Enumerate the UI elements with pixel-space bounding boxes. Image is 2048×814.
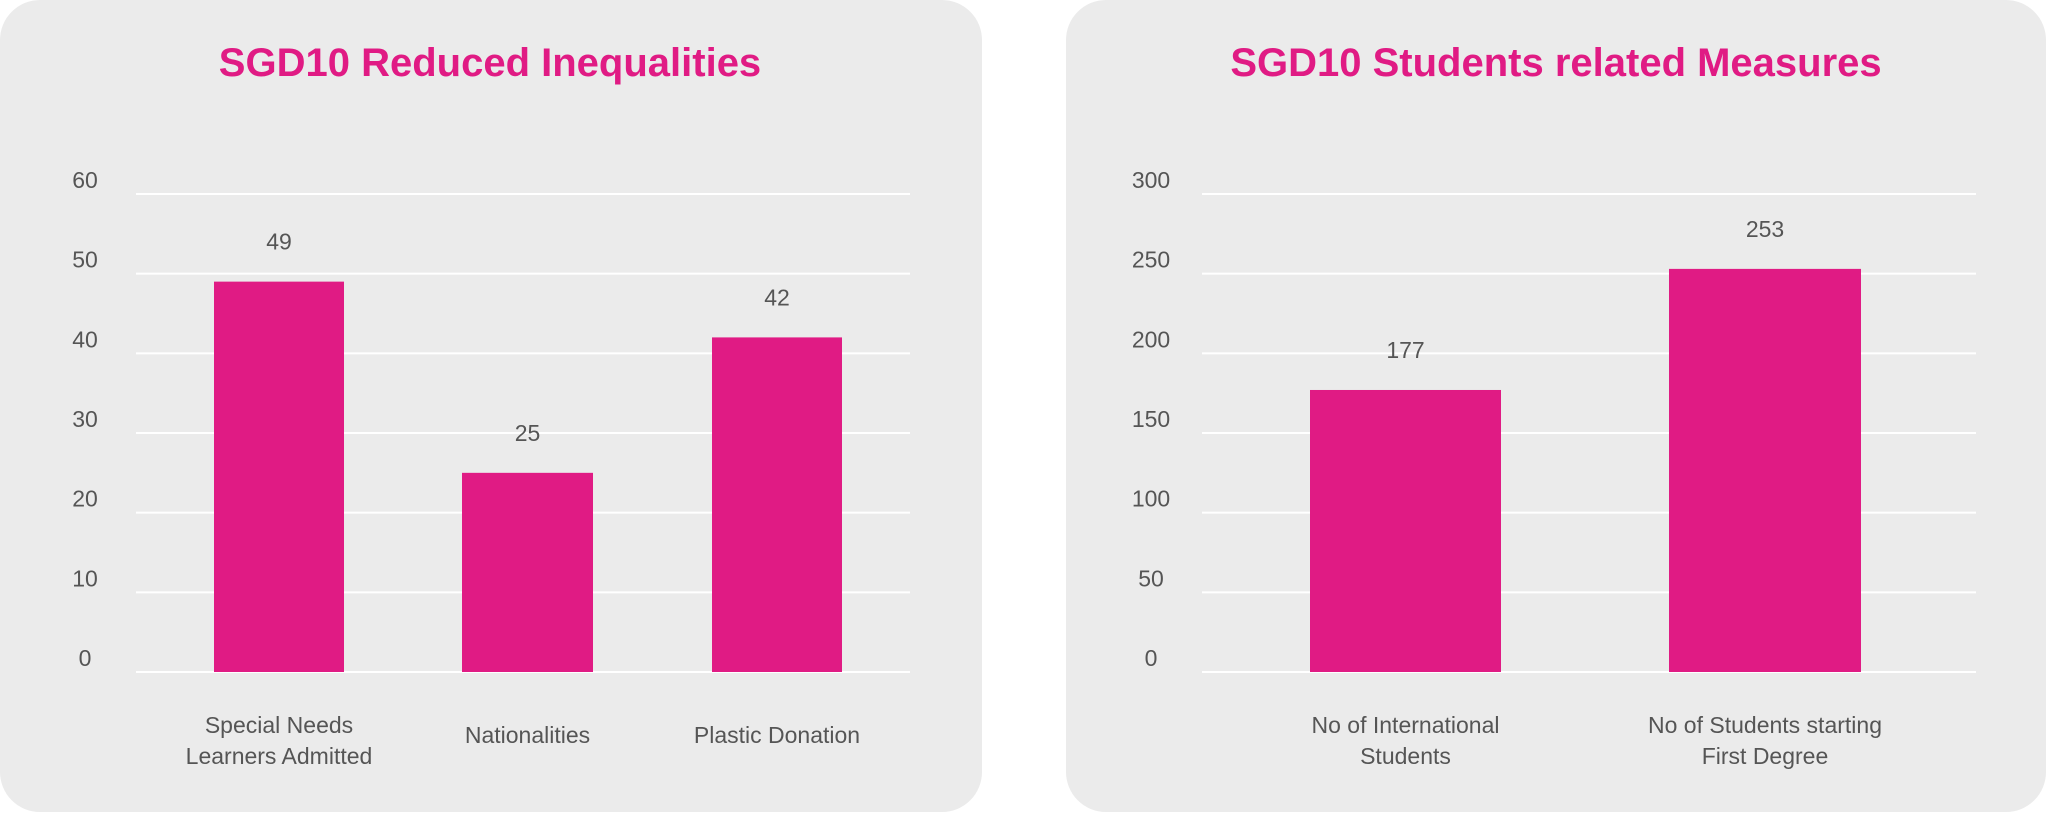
bar-value-label: 25 <box>515 420 541 446</box>
bar <box>214 281 344 672</box>
y-tick-label: 0 <box>79 645 92 671</box>
y-tick-label: 50 <box>72 247 98 273</box>
chart-title: SGD10 Reduced Inequalities <box>219 41 761 85</box>
chart-title: SGD10 Students related Measures <box>1230 41 1881 85</box>
y-tick-label: 200 <box>1132 326 1170 352</box>
x-category-label: No of Students starting <box>1648 712 1882 738</box>
y-tick-label: 50 <box>1138 565 1164 591</box>
bar-value-label: 177 <box>1386 337 1424 363</box>
bar-value-label: 42 <box>764 284 790 310</box>
chart-panel-students-measures <box>1066 0 2046 812</box>
bar-value-label: 253 <box>1746 216 1784 242</box>
y-tick-label: 30 <box>72 406 98 432</box>
x-category-label: First Degree <box>1702 743 1829 769</box>
bar <box>462 472 593 672</box>
y-tick-label: 250 <box>1132 247 1170 273</box>
y-tick-label: 100 <box>1132 486 1170 512</box>
x-category-label: Students <box>1360 743 1451 769</box>
y-tick-label: 150 <box>1132 406 1170 432</box>
bar-value-label: 49 <box>266 229 292 255</box>
y-tick-label: 40 <box>72 326 98 352</box>
x-category-label: Plastic Donation <box>694 722 860 748</box>
x-category-label: Learners Admitted <box>186 743 373 769</box>
bar <box>1310 389 1501 672</box>
y-tick-label: 10 <box>72 565 98 591</box>
y-tick-label: 0 <box>1145 645 1158 671</box>
y-tick-label: 300 <box>1132 167 1170 193</box>
y-tick-label: 20 <box>72 486 98 512</box>
y-tick-label: 60 <box>72 167 98 193</box>
x-category-label: No of International <box>1312 712 1500 738</box>
x-category-label: Special Needs <box>205 712 353 738</box>
bar <box>1669 268 1861 672</box>
bar <box>712 337 842 672</box>
x-category-label: Nationalities <box>465 722 590 748</box>
